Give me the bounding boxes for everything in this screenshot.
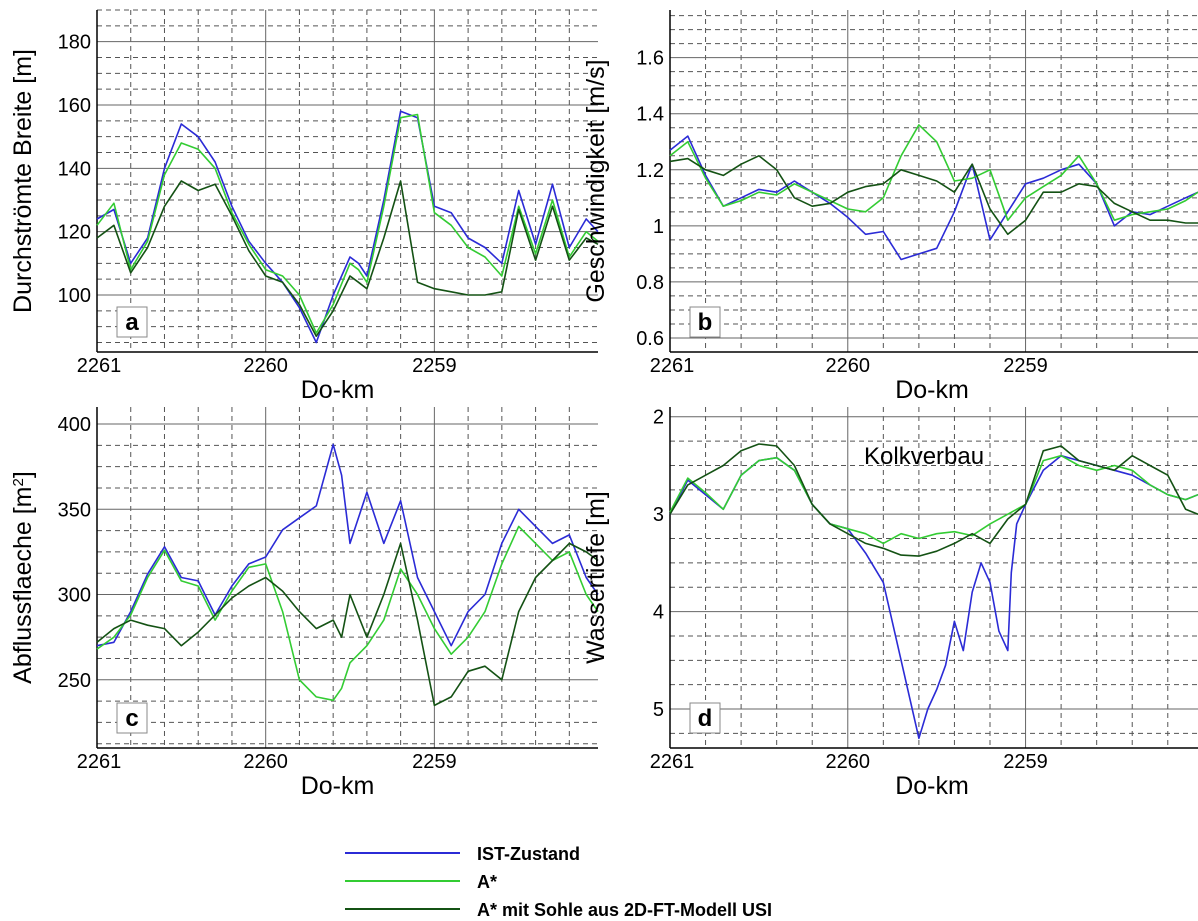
x-tick-label: 2260 bbox=[243, 355, 288, 377]
panel-label: a bbox=[125, 309, 139, 336]
y-tick-label: 180 bbox=[58, 32, 91, 54]
panel-label-box bbox=[116, 306, 148, 338]
panel-label-box bbox=[689, 306, 721, 338]
panel-b: 2261 2260 2259 0.6 0.8 1 1.2 1.4 1.6 Do-km Geschwi… bbox=[582, 10, 1198, 404]
y-axis-label: Durchströmte Breite [m] bbox=[9, 49, 37, 313]
x-axis-label: Do-km bbox=[301, 772, 375, 800]
y-tick-label: 300 bbox=[58, 585, 91, 607]
x-tick-label: 2260 bbox=[826, 751, 871, 773]
y-axis-label-superscript: 2 bbox=[10, 478, 27, 486]
x-tick-label: 2259 bbox=[412, 355, 457, 377]
series-line-a bbox=[96, 525, 599, 702]
y-tick-label: 0.8 bbox=[636, 272, 664, 294]
series-line-a bbox=[669, 124, 1198, 221]
x-tick-label: 2261 bbox=[650, 751, 695, 773]
series-line-ist-zustand bbox=[96, 443, 599, 647]
y-tick-label: 160 bbox=[58, 95, 91, 117]
x-tick-label: 2259 bbox=[412, 751, 457, 773]
panel-label: d bbox=[698, 705, 713, 732]
x-tick-label: 2261 bbox=[77, 751, 122, 773]
y-tick-label: 1.2 bbox=[636, 160, 664, 182]
series-line-ist-zustand bbox=[669, 135, 1198, 261]
panel-d: 2261 2260 2259 2 3 4 5 Do-km Wassertiefe [m] d Kol… bbox=[582, 407, 1198, 800]
y-axis-label-end: ] bbox=[9, 471, 37, 478]
y-tick-label: 350 bbox=[58, 499, 91, 521]
panel-label: c bbox=[125, 705, 138, 732]
x-tick-label: 2260 bbox=[826, 355, 871, 377]
y-tick-label: 0.6 bbox=[636, 328, 664, 350]
legend-label: A* bbox=[477, 872, 497, 892]
y-tick-label: 400 bbox=[58, 414, 91, 436]
x-tick-label: 2260 bbox=[243, 751, 288, 773]
y-tick-label: 3 bbox=[653, 504, 664, 526]
y-tick-label: 100 bbox=[58, 285, 91, 307]
legend-label: A* mit Sohle aus 2D-FT-Modell USI bbox=[477, 900, 772, 920]
panel-label-box bbox=[116, 702, 148, 734]
x-axis-label: Do-km bbox=[301, 376, 375, 404]
panel-label: b bbox=[698, 309, 713, 336]
y-tick-label: 120 bbox=[58, 222, 91, 244]
y-axis-label: Abflussflaeche [m2] bbox=[9, 471, 37, 684]
x-tick-label: 2261 bbox=[77, 355, 122, 377]
series-line-a-mit-sohle-aus-2d-ft-modell-usi bbox=[669, 155, 1198, 236]
series-line-a-mit-sohle-aus-2d-ft-modell-usi bbox=[96, 542, 599, 707]
y-tick-label: 250 bbox=[58, 670, 91, 692]
x-axis-label: Do-km bbox=[895, 376, 969, 404]
panel-label-box bbox=[689, 702, 721, 734]
series-line-a-mit-sohle-aus-2d-ft-modell-usi bbox=[96, 180, 599, 338]
series-line-a bbox=[96, 113, 599, 334]
legend-label: IST-Zustand bbox=[477, 844, 580, 864]
y-tick-label: 1.4 bbox=[636, 104, 664, 126]
series-line-a bbox=[669, 454, 1198, 545]
y-tick-label: 2 bbox=[653, 407, 664, 429]
y-axis-label: Geschwindigkeit [m/s] bbox=[582, 59, 610, 302]
panel-a: 2261 2260 2259 100 120 140 160 180 Do-km Durchstr… bbox=[9, 9, 599, 404]
panel-c: 2261 2260 2259 250 300 350 400 Do-km Abflussflae… bbox=[9, 407, 599, 800]
y-tick-label: 1 bbox=[653, 216, 664, 238]
y-tick-label: 140 bbox=[58, 158, 91, 180]
x-tick-label: 2261 bbox=[650, 355, 695, 377]
y-tick-label: 1.6 bbox=[636, 48, 664, 70]
series-line-ist-zustand bbox=[96, 110, 599, 344]
x-axis-label: Do-km bbox=[895, 772, 969, 800]
legend: IST-Zustand A* A* mit Sohle aus 2D-FT-Mode… bbox=[345, 844, 772, 920]
y-axis-label: Wassertiefe [m] bbox=[582, 491, 610, 664]
series-line-a-mit-sohle-aus-2d-ft-modell-usi bbox=[669, 443, 1198, 557]
x-tick-label: 2259 bbox=[1003, 355, 1048, 377]
x-tick-label: 2259 bbox=[1003, 751, 1048, 773]
y-tick-label: 4 bbox=[653, 602, 664, 624]
annotation-text: Kolkverbau bbox=[864, 443, 984, 470]
y-tick-label: 5 bbox=[653, 699, 664, 721]
series-line-ist-zustand bbox=[669, 454, 1198, 740]
